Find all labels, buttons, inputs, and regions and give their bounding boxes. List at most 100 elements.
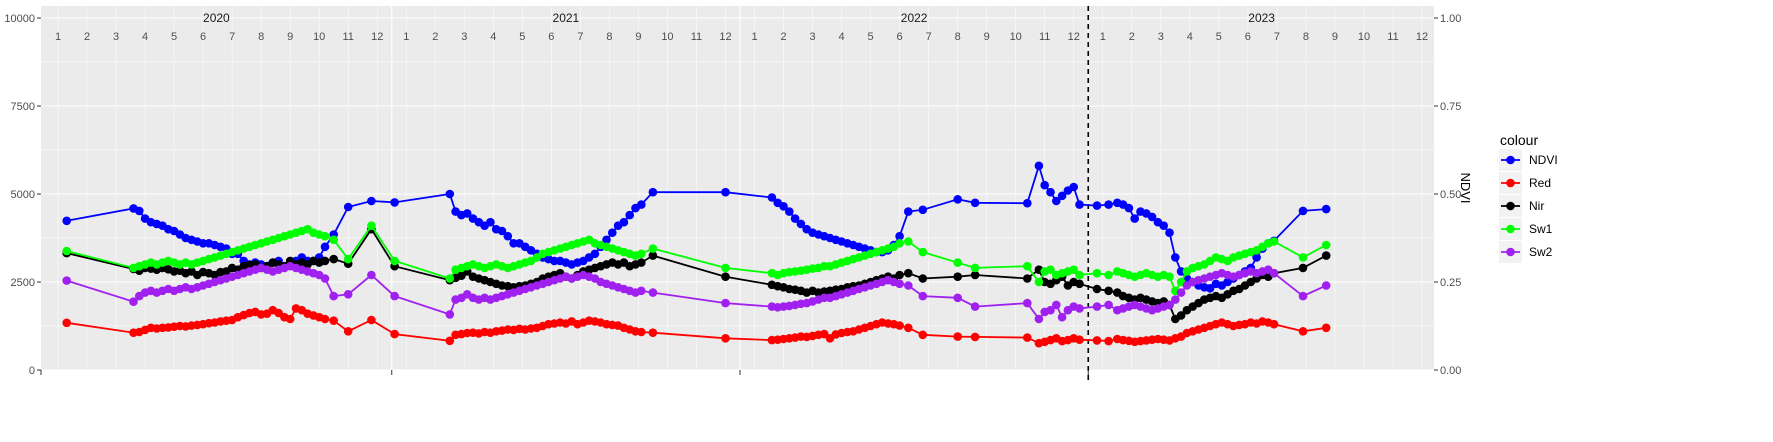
data-point-sw1 <box>367 221 376 230</box>
month-label: 12 <box>719 31 731 43</box>
data-point-sw2 <box>1165 300 1174 310</box>
month-label: 7 <box>1274 31 1280 43</box>
data-point-sw2 <box>367 270 376 280</box>
y-right-tick-label: 0.50 <box>1440 189 1461 201</box>
month-labels: 1 2 3 4 5 6 7 8 9 10 11 12 1 2 3 4 5 6 7 8 9 10 11 12 1 2 3 4 5 6 7 8 9 1… <box>55 31 1428 43</box>
data-point-ndvi <box>367 196 376 206</box>
legend-label: Nir <box>1529 199 1544 213</box>
data-point-sw2 <box>1052 300 1061 310</box>
y-right-tick-label: 0.25 <box>1440 277 1461 289</box>
month-label: 2 <box>1129 31 1135 43</box>
data-point-nir <box>1092 284 1102 294</box>
data-point-ndvi <box>1052 196 1061 206</box>
month-label: 6 <box>897 31 903 43</box>
data-point-red <box>320 314 330 324</box>
data-point-sw1 <box>1269 237 1279 246</box>
data-point-sw1 <box>904 237 913 246</box>
y-axis-left: 0 2500 5000 7500 10000 <box>4 13 1089 377</box>
data-point-red <box>390 329 399 339</box>
legend-key-point <box>1506 247 1515 257</box>
legend-item-ndvi: NDVI <box>1499 149 1558 171</box>
data-point-ndvi <box>1171 253 1180 262</box>
data-point-red <box>343 327 353 336</box>
year-label: 2021 <box>553 11 580 25</box>
data-point-sw2 <box>1321 281 1331 290</box>
data-point-ndvi <box>1252 253 1261 262</box>
data-point-nir <box>1298 263 1308 273</box>
data-point-sw1 <box>320 231 330 241</box>
data-point-sw2 <box>1046 305 1055 315</box>
data-point-nir <box>320 256 330 266</box>
legend-key-point <box>1506 178 1515 188</box>
data-point-ndvi <box>953 195 962 204</box>
data-point-ndvi <box>497 226 507 236</box>
month-label: 12 <box>371 31 383 43</box>
data-point-sw1 <box>329 235 339 245</box>
data-point-nir <box>918 274 928 283</box>
data-point-red <box>1092 336 1102 345</box>
data-point-ndvi <box>895 231 904 241</box>
month-label: 5 <box>171 31 177 43</box>
data-point-nir <box>953 272 962 282</box>
data-point-red <box>895 321 904 330</box>
data-point-red <box>285 314 295 324</box>
data-point-red <box>1298 327 1308 336</box>
month-label: 10 <box>1358 31 1370 43</box>
data-point-sw1 <box>1321 240 1331 250</box>
data-point-sw2 <box>953 293 962 303</box>
data-point-ndvi <box>390 198 399 207</box>
data-point-sw2 <box>329 291 339 301</box>
data-point-sw2 <box>1269 268 1279 278</box>
month-label: 12 <box>1416 31 1428 43</box>
data-point-ndvi <box>1321 204 1331 214</box>
y-left-tick-label: 2500 <box>11 277 35 289</box>
data-point-nir <box>904 268 913 278</box>
month-label: 10 <box>661 31 673 43</box>
series-layer <box>62 161 1331 348</box>
data-point-ndvi <box>918 205 928 215</box>
y-left-tick-label: 7500 <box>11 101 35 113</box>
data-point-nir <box>637 258 646 267</box>
data-point-sw1 <box>1075 270 1084 280</box>
data-point-sw1 <box>62 246 71 256</box>
month-label: 8 <box>955 31 961 43</box>
data-point-sw1 <box>1046 265 1055 275</box>
data-point-ndvi <box>1069 182 1078 192</box>
grid <box>41 6 1434 371</box>
data-point-red <box>329 316 339 326</box>
data-point-ndvi <box>1057 191 1067 201</box>
data-point-ndvi <box>796 219 806 229</box>
legend-item-red: Red <box>1499 172 1551 194</box>
month-label: 7 <box>229 31 235 43</box>
data-point-sw1 <box>445 274 455 283</box>
data-point-sw2 <box>62 276 71 285</box>
data-point-sw2 <box>1023 298 1032 308</box>
data-point-ndvi <box>343 202 353 212</box>
data-point-nir <box>721 272 730 282</box>
legend-item-sw1: Sw1 <box>1499 218 1553 240</box>
month-label: 4 <box>142 31 148 43</box>
month-label: 1 <box>751 31 757 43</box>
data-point-ndvi <box>1104 200 1113 209</box>
data-point-sw2 <box>895 279 904 289</box>
month-label: 9 <box>984 31 990 43</box>
month-label: 4 <box>490 31 496 43</box>
month-label: 11 <box>343 31 354 43</box>
month-label: 7 <box>577 31 583 43</box>
data-point-red <box>904 323 913 333</box>
data-point-sw2 <box>721 298 730 308</box>
data-point-sw2 <box>1034 314 1044 324</box>
data-point-sw1 <box>1034 277 1044 287</box>
month-label: 5 <box>519 31 525 43</box>
data-point-sw2 <box>637 286 646 296</box>
month-label: 1 <box>403 31 409 43</box>
month-label: 9 <box>635 31 641 43</box>
legend-label: Red <box>1529 176 1551 190</box>
data-point-nir <box>895 270 904 280</box>
data-point-sw2 <box>1104 300 1113 310</box>
data-point-ndvi <box>445 189 455 199</box>
data-point-ndvi <box>503 231 513 241</box>
data-point-sw1 <box>721 263 730 273</box>
data-point-sw1 <box>648 244 658 253</box>
data-point-sw2 <box>648 288 658 297</box>
